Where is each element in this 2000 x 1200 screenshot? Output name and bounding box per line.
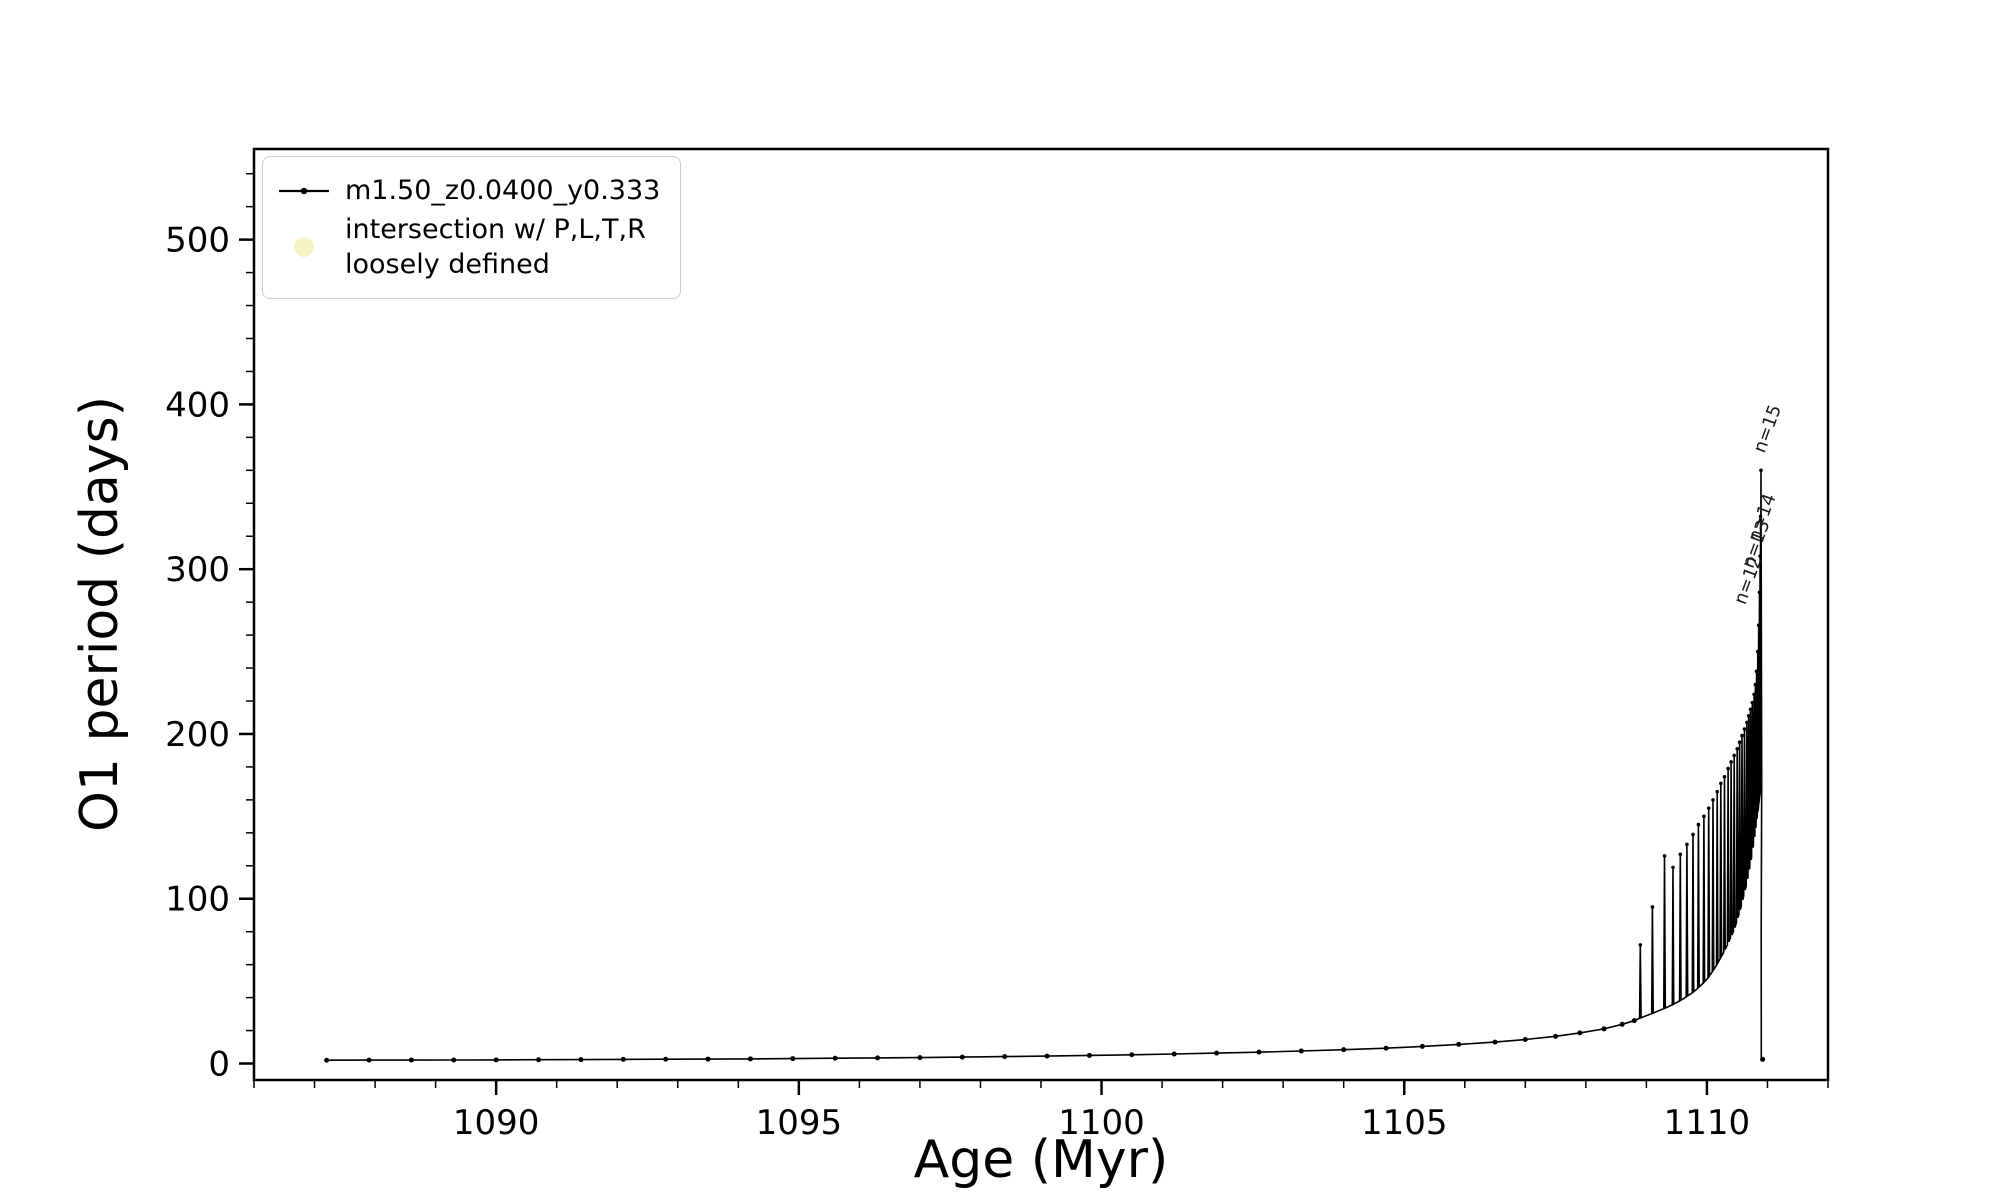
data-point bbox=[1722, 775, 1727, 779]
data-point bbox=[1759, 468, 1763, 473]
data-point bbox=[1456, 1041, 1462, 1047]
data-point bbox=[747, 1056, 753, 1062]
mode-annotation: n=14 bbox=[1744, 491, 1781, 545]
data-point bbox=[1746, 714, 1751, 718]
x-tick-label: 1110 bbox=[1664, 1103, 1751, 1143]
data-point bbox=[1757, 590, 1762, 595]
y-tick-label: 100 bbox=[165, 880, 230, 920]
x-axis-label: Age (Myr) bbox=[913, 1130, 1169, 1190]
data-point bbox=[1650, 905, 1655, 909]
data-point bbox=[1044, 1053, 1050, 1059]
line-dot-marker-icon bbox=[277, 181, 331, 201]
data-point bbox=[1086, 1052, 1092, 1058]
data-point bbox=[875, 1055, 881, 1061]
data-point bbox=[1298, 1048, 1304, 1054]
data-point bbox=[1002, 1054, 1008, 1060]
data-point bbox=[1740, 733, 1744, 738]
data-point bbox=[1760, 1056, 1766, 1062]
data-point bbox=[1631, 1018, 1637, 1024]
data-point bbox=[1758, 554, 1762, 558]
data-point bbox=[451, 1057, 457, 1063]
data-point bbox=[1742, 727, 1747, 731]
data-point bbox=[1726, 766, 1730, 771]
data-point bbox=[663, 1056, 669, 1062]
data-point bbox=[1214, 1050, 1220, 1056]
y-tick-label: 300 bbox=[165, 550, 230, 590]
data-point bbox=[832, 1055, 838, 1061]
data-point bbox=[1753, 682, 1758, 687]
mode-annotation: n=15 bbox=[1749, 402, 1786, 456]
data-point bbox=[1691, 832, 1695, 837]
legend-series-label: m1.50_z0.0400_y0.333 bbox=[345, 175, 661, 206]
y-tick-label: 500 bbox=[165, 221, 230, 261]
data-point bbox=[1715, 789, 1720, 794]
data-point bbox=[1737, 740, 1742, 745]
data-point bbox=[1729, 760, 1733, 764]
data-point bbox=[1711, 798, 1715, 802]
data-point bbox=[1752, 692, 1756, 697]
data-point bbox=[1492, 1039, 1498, 1045]
y-tick-label: 400 bbox=[165, 385, 230, 425]
data-point bbox=[1750, 700, 1755, 705]
data-point bbox=[1755, 649, 1760, 654]
data-point bbox=[493, 1057, 499, 1063]
data-point bbox=[1732, 753, 1736, 758]
legend: m1.50_z0.0400_y0.333 intersection w/ P,L… bbox=[262, 156, 682, 300]
data-point bbox=[1735, 746, 1739, 751]
data-point bbox=[324, 1057, 330, 1063]
data-point bbox=[1745, 720, 1749, 725]
data-point bbox=[1706, 806, 1711, 810]
data-point bbox=[917, 1055, 923, 1061]
data-point bbox=[1577, 1030, 1583, 1036]
data-point bbox=[1685, 842, 1689, 847]
data-point bbox=[536, 1057, 542, 1063]
data-point bbox=[1748, 707, 1753, 712]
data-point bbox=[1171, 1051, 1177, 1057]
data-point bbox=[1383, 1045, 1389, 1051]
data-point bbox=[959, 1054, 965, 1060]
series-line bbox=[326, 470, 1764, 1061]
legend-entry-intersection: intersection w/ P,L,T,R loosely defined bbox=[277, 212, 660, 282]
data-point bbox=[1719, 781, 1723, 786]
data-point bbox=[1341, 1047, 1347, 1053]
y-tick-label: 200 bbox=[165, 715, 230, 755]
data-point bbox=[1696, 822, 1701, 827]
data-point bbox=[1754, 669, 1759, 674]
data-point bbox=[1662, 854, 1667, 858]
y-tick-label: 0 bbox=[208, 1045, 230, 1085]
circle-marker-wrap bbox=[277, 237, 331, 258]
x-tick-label: 1090 bbox=[453, 1103, 540, 1143]
data-point bbox=[1758, 514, 1763, 519]
data-point bbox=[366, 1057, 372, 1063]
data-point bbox=[408, 1057, 414, 1063]
data-point bbox=[1671, 865, 1675, 870]
data-point bbox=[790, 1056, 796, 1062]
data-point bbox=[578, 1057, 584, 1063]
y-axis-label: O1 period (days) bbox=[70, 395, 130, 833]
x-tick-label: 1095 bbox=[756, 1103, 843, 1143]
intersection-marker-icon bbox=[294, 237, 314, 258]
legend-intersection-label: intersection w/ P,L,T,R loosely defined bbox=[345, 214, 646, 281]
data-point bbox=[1702, 814, 1706, 819]
data-point bbox=[1256, 1049, 1262, 1055]
x-tick-label: 1105 bbox=[1361, 1103, 1448, 1143]
data-point bbox=[1129, 1052, 1135, 1058]
data-point bbox=[1419, 1043, 1425, 1049]
series-line-marker-icon bbox=[279, 187, 329, 194]
data-point bbox=[1601, 1026, 1607, 1032]
data-point bbox=[1553, 1033, 1559, 1039]
data-point bbox=[705, 1056, 711, 1062]
data-point bbox=[1678, 852, 1683, 857]
data-point bbox=[1756, 623, 1761, 628]
data-point bbox=[620, 1056, 626, 1062]
data-point bbox=[1638, 943, 1643, 947]
legend-entry-series: m1.50_z0.0400_y0.333 bbox=[277, 173, 660, 208]
x-tick-label: 1100 bbox=[1058, 1103, 1145, 1143]
data-point bbox=[1522, 1036, 1528, 1042]
data-point bbox=[1619, 1021, 1625, 1027]
